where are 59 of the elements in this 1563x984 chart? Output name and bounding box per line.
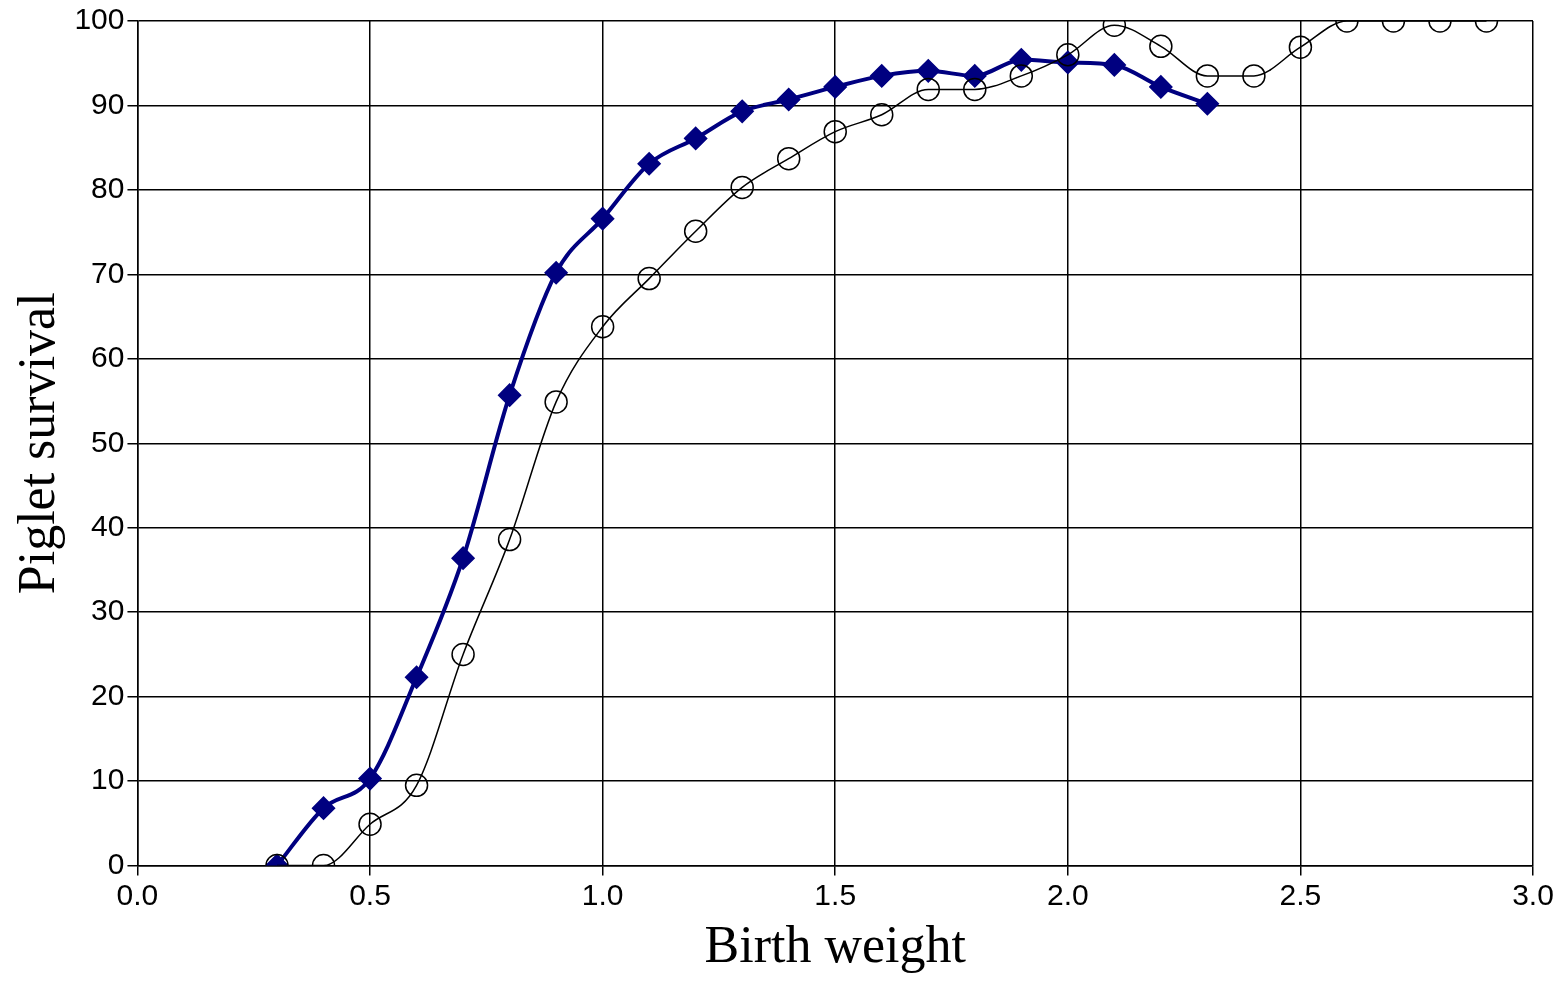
point (497, 383, 522, 407)
point (683, 126, 708, 151)
y-tick-label: 50 (91, 424, 125, 458)
point (1195, 92, 1220, 116)
y-tick-label: 40 (91, 509, 125, 543)
point (451, 642, 475, 667)
y-tick-label: 60 (91, 340, 125, 374)
point (404, 773, 429, 798)
point (358, 812, 382, 836)
x-tick-label: 1.0 (581, 877, 624, 911)
y-tick-label: 100 (74, 2, 125, 36)
point (590, 206, 615, 231)
x-tick-label: 1.5 (814, 877, 857, 911)
x-axis-title: Birth weight (704, 916, 967, 974)
point (730, 175, 754, 200)
point (637, 151, 661, 176)
x-tick-label: 3.0 (1512, 877, 1554, 911)
point (404, 665, 429, 689)
point (870, 103, 894, 127)
x-tick-label: 2.5 (1279, 877, 1322, 911)
point (870, 64, 894, 88)
point (1056, 43, 1080, 67)
point (776, 146, 801, 171)
x-tick-label: 0.5 (349, 877, 391, 911)
y-tick-label: 0 (107, 846, 125, 880)
point (1102, 53, 1127, 77)
point (1288, 35, 1313, 59)
point (1195, 64, 1220, 88)
point (683, 219, 708, 244)
point (544, 260, 568, 285)
point (1149, 34, 1173, 59)
point (776, 87, 801, 112)
y-tick-label: 20 (91, 677, 125, 711)
point (963, 77, 987, 102)
point (1009, 48, 1034, 72)
point (1242, 64, 1266, 88)
y-tick-label: 90 (91, 86, 125, 120)
y-tick-label: 10 (91, 762, 125, 796)
point (963, 64, 987, 88)
point (358, 766, 382, 791)
point (544, 390, 568, 414)
point (637, 266, 661, 291)
point (823, 119, 847, 144)
point (916, 77, 941, 102)
point (823, 75, 847, 99)
y-tick-label: 70 (91, 255, 125, 289)
x-tick-label: 0.0 (116, 877, 159, 911)
point (311, 796, 336, 820)
y-tick-label: 80 (91, 171, 125, 205)
point (1149, 75, 1173, 99)
point (497, 527, 522, 552)
point (730, 99, 754, 124)
point (1009, 64, 1034, 88)
point (916, 59, 941, 83)
point (590, 315, 615, 339)
y-axis-title: Piglet survival (7, 292, 65, 595)
x-tick-label: 2.0 (1046, 877, 1089, 911)
y-tick-label: 30 (91, 593, 125, 627)
point (451, 546, 475, 570)
